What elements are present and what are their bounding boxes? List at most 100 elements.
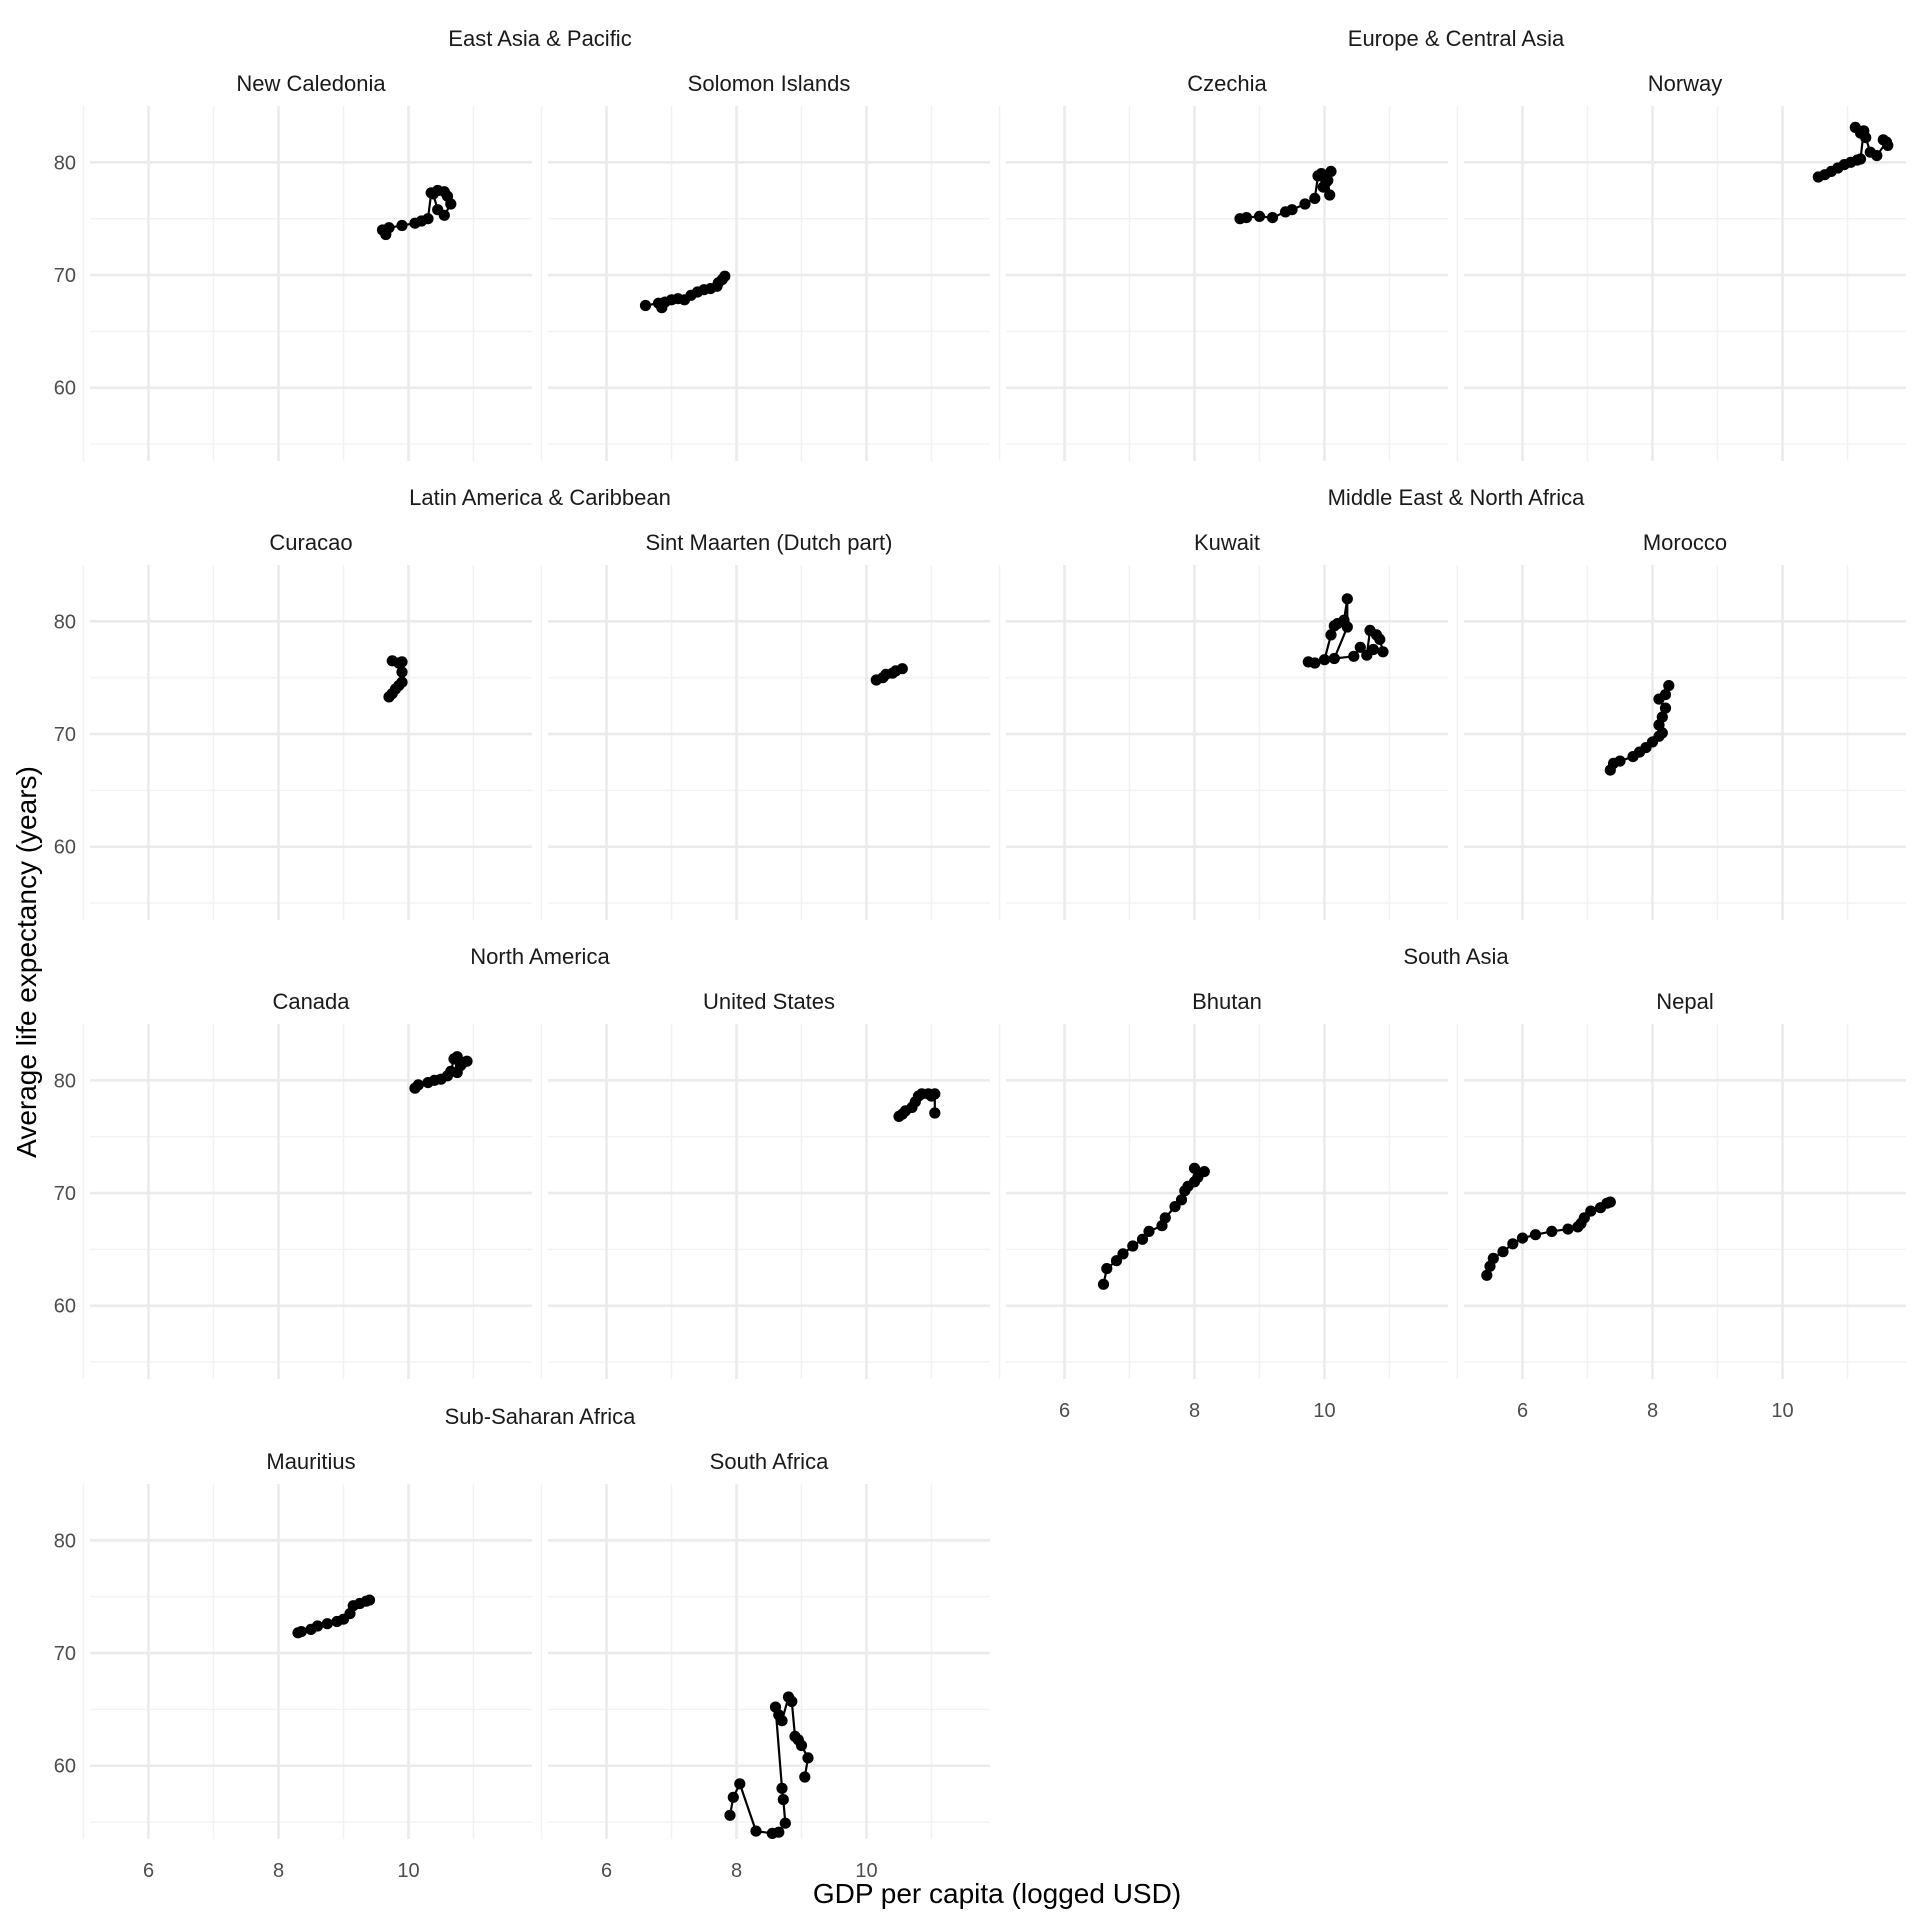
data-point-nepal xyxy=(1546,1225,1558,1237)
data-point-mauritius xyxy=(321,1618,333,1630)
x-tick-label: 10 xyxy=(1313,1400,1335,1422)
data-point-czechia xyxy=(1320,177,1332,189)
x-tick-label: 6 xyxy=(1059,1400,1070,1422)
data-point-czechia xyxy=(1240,212,1253,224)
x-tick-label: 6 xyxy=(143,1860,154,1882)
data-point-morocco xyxy=(1663,680,1675,692)
data-point-norway xyxy=(1871,150,1883,162)
panel-title-nepal: Nepal xyxy=(1656,989,1713,1014)
panel-title-czechia: Czechia xyxy=(1187,71,1267,96)
data-point-south-africa xyxy=(750,1825,762,1837)
data-point-kuwait xyxy=(1341,621,1353,633)
data-point-morocco xyxy=(1659,702,1672,714)
y-tick-label: 60 xyxy=(54,1296,76,1318)
y-axis-title: Average life expectancy (years) xyxy=(11,766,42,1158)
data-point-south-africa xyxy=(734,1778,746,1790)
panel-title-south-africa: South Africa xyxy=(710,1449,829,1474)
panel-title-bhutan: Bhutan xyxy=(1192,989,1262,1014)
data-point-bhutan xyxy=(1117,1248,1129,1260)
data-point-bhutan xyxy=(1188,1162,1201,1174)
data-point-kuwait xyxy=(1318,654,1331,666)
data-point-bhutan xyxy=(1101,1263,1113,1275)
x-tick-label: 10 xyxy=(855,1860,877,1882)
data-point-bhutan xyxy=(1136,1233,1149,1245)
data-point-kuwait xyxy=(1328,652,1340,665)
data-point-canada xyxy=(412,1079,424,1091)
data-point-mauritius xyxy=(295,1626,307,1638)
panel-title-mauritius: Mauritius xyxy=(266,1449,355,1474)
data-point-south-africa xyxy=(773,1826,785,1838)
y-tick-label: 70 xyxy=(54,1643,76,1665)
data-point-kuwait xyxy=(1341,593,1353,605)
data-point-united-states xyxy=(929,1088,941,1100)
data-point-czechia xyxy=(1324,189,1336,201)
data-point-nepal xyxy=(1585,1205,1597,1217)
panel-title-norway: Norway xyxy=(1648,71,1723,96)
data-point-nepal xyxy=(1604,1196,1616,1208)
data-point-nepal xyxy=(1516,1232,1529,1244)
data-point-czechia xyxy=(1299,198,1311,210)
data-point-south-africa xyxy=(786,1695,798,1708)
data-point-sint-maarten-dutch-part xyxy=(896,663,908,675)
data-point-nepal xyxy=(1481,1269,1493,1281)
data-point-kuwait xyxy=(1354,641,1366,653)
data-point-south-africa xyxy=(727,1791,739,1803)
panel-title-united-states: United States xyxy=(703,989,835,1014)
data-point-south-africa xyxy=(776,1715,788,1727)
data-point-new-caledonia xyxy=(432,204,444,216)
panel-title-morocco: Morocco xyxy=(1643,530,1727,555)
data-point-curacao xyxy=(396,676,408,688)
x-tick-label: 10 xyxy=(1771,1400,1793,1422)
data-point-canada xyxy=(461,1055,473,1067)
data-point-bhutan xyxy=(1097,1278,1110,1290)
data-point-nepal xyxy=(1507,1238,1519,1250)
data-point-nepal xyxy=(1487,1252,1499,1264)
data-point-norway xyxy=(1854,153,1867,165)
region-label-latin-america-caribbean: Latin America & Caribbean xyxy=(409,485,671,510)
region-label-north-america: North America xyxy=(470,944,610,969)
data-point-czechia xyxy=(1253,210,1266,222)
x-axis-title: GDP per capita (logged USD) xyxy=(813,1878,1181,1909)
x-tick-label: 8 xyxy=(273,1860,284,1882)
data-point-new-caledonia xyxy=(427,188,439,200)
data-point-mauritius xyxy=(311,1620,324,1632)
data-point-south-africa xyxy=(776,1782,788,1794)
data-point-bhutan xyxy=(1175,1194,1188,1206)
data-point-mauritius xyxy=(363,1594,376,1606)
data-point-bhutan xyxy=(1143,1225,1155,1237)
data-point-solomon-islands xyxy=(639,299,652,312)
region-label-sub-saharan-africa: Sub-Saharan Africa xyxy=(445,1404,637,1429)
x-tick-label: 8 xyxy=(731,1860,742,1882)
data-point-czechia xyxy=(1266,212,1279,224)
data-point-norway xyxy=(1860,132,1872,144)
y-tick-label: 80 xyxy=(54,152,76,174)
data-point-morocco xyxy=(1656,711,1668,723)
data-point-kuwait xyxy=(1309,657,1321,669)
x-tick-label: 6 xyxy=(1517,1400,1528,1422)
panel-title-canada: Canada xyxy=(272,989,350,1014)
data-point-solomon-islands xyxy=(719,270,731,282)
region-label-middle-east-north-africa: Middle East & North Africa xyxy=(1328,485,1586,510)
data-point-curacao xyxy=(396,656,408,668)
panel-title-kuwait: Kuwait xyxy=(1194,530,1260,555)
data-point-kuwait xyxy=(1377,646,1389,658)
data-point-curacao xyxy=(386,655,398,667)
data-point-nepal xyxy=(1497,1246,1509,1258)
data-point-morocco xyxy=(1614,755,1626,767)
data-point-kuwait xyxy=(1367,643,1379,656)
data-point-kuwait xyxy=(1374,633,1386,646)
data-point-bhutan xyxy=(1127,1240,1139,1252)
grid-layer xyxy=(82,106,1906,1839)
data-point-south-africa xyxy=(779,1817,791,1829)
data-point-morocco xyxy=(1659,689,1672,701)
data-point-new-caledonia xyxy=(396,219,408,232)
data-point-kuwait xyxy=(1325,629,1337,641)
data-point-bhutan xyxy=(1159,1212,1171,1224)
data-point-south-africa xyxy=(777,1794,789,1806)
panel-title-solomon-islands: Solomon Islands xyxy=(688,71,851,96)
x-tick-label: 10 xyxy=(397,1860,419,1882)
panel-title-sint-maarten-dutch-part: Sint Maarten (Dutch part) xyxy=(646,530,893,555)
data-point-curacao xyxy=(396,666,408,678)
x-tick-label: 8 xyxy=(1189,1400,1200,1422)
